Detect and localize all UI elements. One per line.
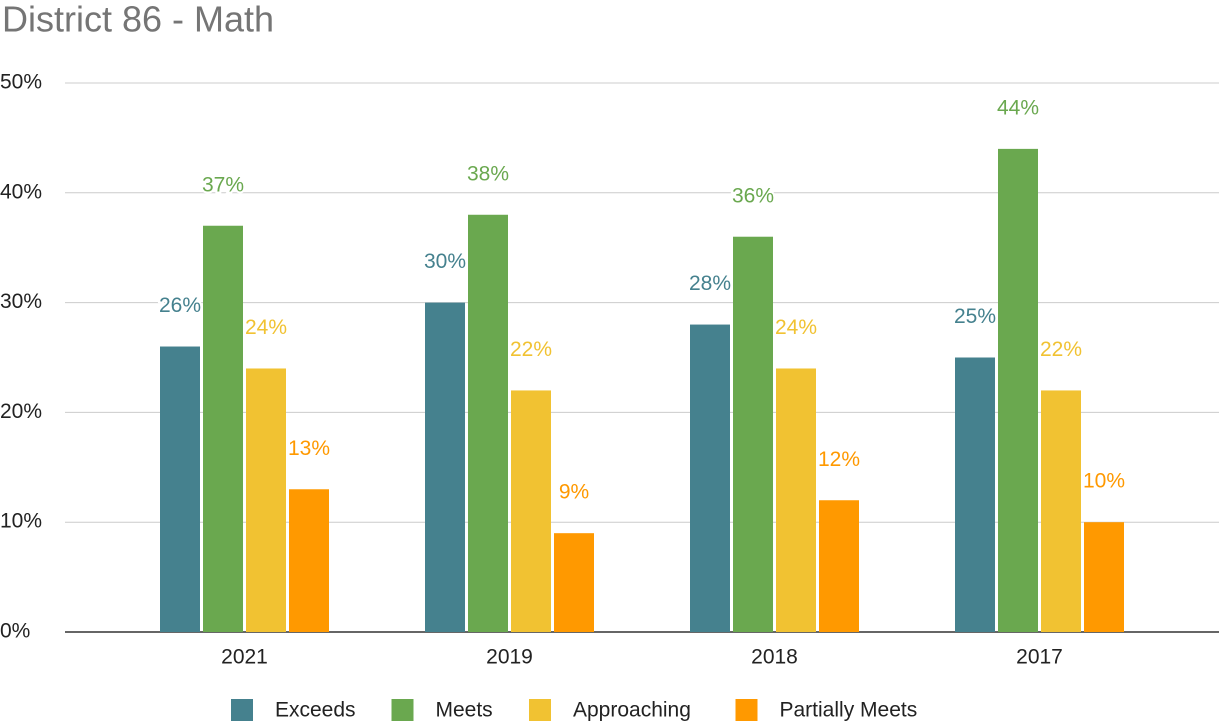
x-tick-label: 2018 [751, 646, 798, 669]
legend-label: Exceeds [275, 699, 356, 722]
y-tick-label: 40% [0, 180, 42, 203]
bar [511, 390, 551, 632]
legend-swatch [735, 699, 758, 721]
legend-label: Approaching [573, 699, 691, 722]
bar [1084, 522, 1124, 632]
bar [203, 225, 243, 633]
x-tick-label: 2017 [1016, 646, 1063, 669]
y-tick-label: 20% [0, 400, 42, 423]
data-label: 26% [159, 294, 201, 317]
chart-title: District 86 - Math [2, 0, 274, 40]
data-label: 44% [997, 96, 1039, 119]
y-tick-label: 50% [0, 71, 42, 94]
y-tick-label: 10% [0, 510, 42, 533]
bar [955, 357, 995, 632]
data-label: 22% [510, 338, 552, 361]
bar [246, 368, 286, 632]
y-tick-label: 30% [0, 290, 42, 313]
data-label: 9% [559, 481, 589, 504]
bar [468, 214, 508, 632]
bar [998, 148, 1038, 632]
bar [425, 302, 465, 632]
data-label: 10% [1083, 470, 1125, 493]
legend-label: Meets [436, 699, 493, 722]
data-label: 25% [954, 305, 996, 328]
data-label: 24% [775, 316, 817, 339]
data-label: 24% [245, 316, 287, 339]
x-tick-label: 2019 [486, 646, 533, 669]
data-label: 37% [202, 173, 244, 196]
data-label: 13% [288, 437, 330, 460]
data-label: 38% [467, 162, 509, 185]
data-label: 30% [424, 250, 466, 273]
bar [819, 500, 859, 632]
bar [289, 489, 329, 632]
y-tick-label: 0% [0, 620, 30, 643]
data-label: 28% [689, 272, 731, 295]
data-label: 22% [1040, 338, 1082, 361]
data-label: 12% [818, 448, 860, 471]
x-tick-label: 2021 [221, 646, 268, 669]
legend-swatch [529, 699, 551, 721]
bar [160, 346, 200, 632]
bar [690, 324, 730, 632]
bar [776, 368, 816, 632]
legend-label: Partially Meets [780, 699, 918, 722]
bar [733, 236, 773, 632]
legend-swatch [391, 699, 414, 721]
legend-swatch [231, 699, 253, 721]
bar [554, 533, 594, 632]
data-label: 36% [732, 184, 774, 207]
bar [1041, 390, 1081, 632]
